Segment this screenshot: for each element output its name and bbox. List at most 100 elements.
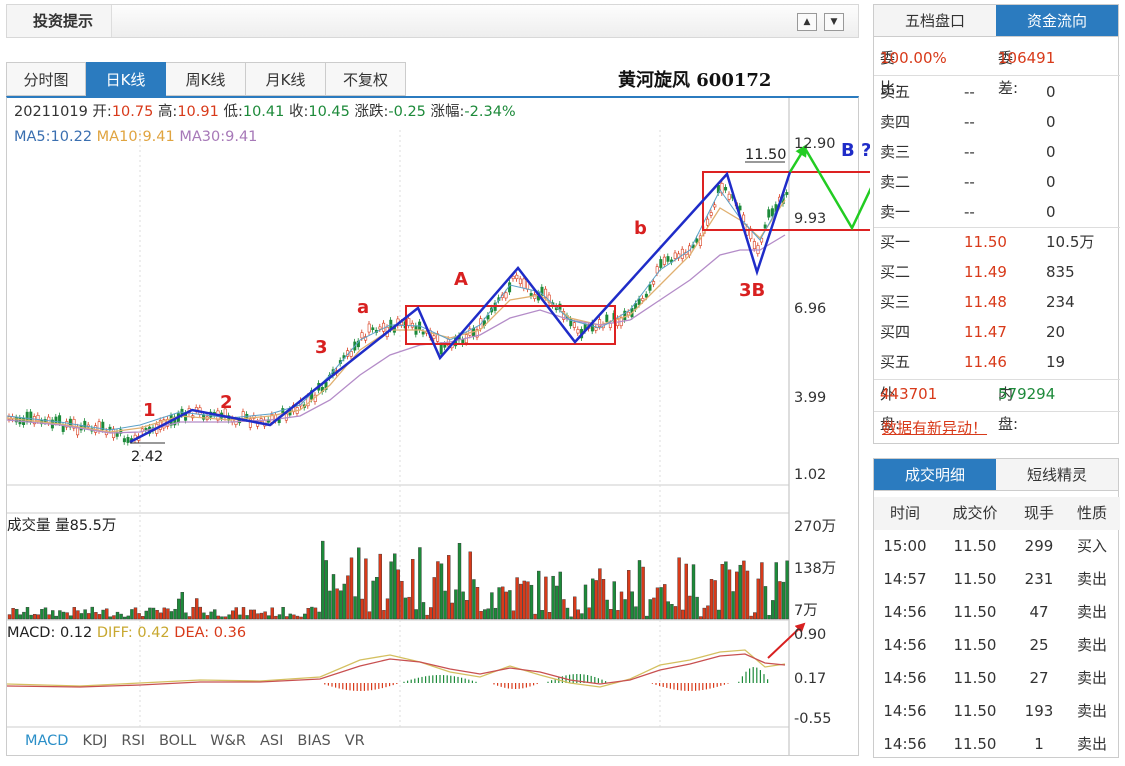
volume-bar bbox=[176, 598, 181, 620]
volume-bar bbox=[263, 611, 267, 620]
header-volume: 现手 bbox=[1023, 504, 1054, 522]
volume-bar bbox=[194, 598, 199, 620]
weibi-row: 委比: 100.00% 委差: 106491 bbox=[874, 43, 1120, 97]
volume-bar bbox=[429, 607, 433, 620]
candle-body bbox=[511, 275, 515, 280]
ind-tab-bias[interactable]: BIAS bbox=[297, 733, 331, 749]
alert-link[interactable]: 数据有新异动！ bbox=[882, 419, 988, 437]
tab-intraday[interactable]: 分时图 bbox=[6, 62, 86, 96]
volume-bar bbox=[248, 609, 253, 620]
order-book-panel: 五档盘口 资金流向 委比: 100.00% 委差: 106491 卖五 -- 0 卖四 --… bbox=[873, 4, 1120, 444]
volume-bar bbox=[612, 581, 616, 620]
tab-daily-k[interactable]: 日K线 bbox=[86, 62, 166, 96]
inner-label: 内盘: bbox=[998, 385, 1019, 433]
candle-body bbox=[378, 326, 382, 330]
tab-order-book[interactable]: 五档盘口 bbox=[874, 5, 996, 37]
stock-code: 600172 bbox=[696, 70, 772, 91]
volume-bar bbox=[112, 615, 116, 620]
volume-bar bbox=[702, 607, 706, 620]
kline-chart[interactable]: 1 2 3 a A b 3B B ? c ? 11.50 2.42 12.90 … bbox=[0, 0, 870, 766]
price-tick-4: 3.99 bbox=[794, 390, 826, 406]
tab-no-adjust[interactable]: 不复权 bbox=[326, 62, 406, 96]
ind-tab-kdj[interactable]: KDJ bbox=[82, 733, 108, 749]
volume-bar bbox=[609, 609, 613, 620]
tab-weekly-k[interactable]: 周K线 bbox=[166, 62, 246, 96]
volume-bar bbox=[22, 611, 26, 620]
trade-time: 15:00 bbox=[883, 537, 927, 555]
buy-volume: 234 bbox=[1046, 293, 1075, 311]
volume-bar bbox=[439, 563, 444, 620]
ind-tab-wr[interactable]: W&R bbox=[210, 733, 246, 749]
candle-body bbox=[652, 281, 656, 285]
ind-tab-macd[interactable]: MACD bbox=[25, 733, 69, 749]
ind-tab-asi[interactable]: ASI bbox=[259, 733, 284, 749]
volume-bar bbox=[637, 560, 642, 620]
candle-body bbox=[572, 322, 576, 328]
volume-bar bbox=[436, 561, 440, 620]
volume-bar bbox=[86, 613, 91, 620]
volume-bar bbox=[720, 564, 724, 620]
buy-price: 11.49 bbox=[964, 263, 1007, 281]
weibi-label: 委比: bbox=[880, 49, 901, 97]
volume-bar bbox=[130, 609, 134, 620]
stock-title: 黄河旋风 600172 bbox=[618, 66, 771, 92]
candle-body bbox=[241, 411, 245, 419]
volume-bar bbox=[645, 615, 649, 620]
info-pct: -2.34% bbox=[464, 104, 516, 120]
volume-bar bbox=[407, 596, 411, 620]
tab-trade-detail[interactable]: 成交明细 bbox=[874, 459, 996, 491]
wave-label-1: 1 bbox=[143, 400, 156, 421]
candle-body bbox=[432, 335, 436, 339]
volume-bar bbox=[43, 607, 48, 620]
volume-bar bbox=[713, 580, 717, 620]
tab-short-signal[interactable]: 短线精灵 bbox=[996, 459, 1118, 491]
info-low-label: 低: bbox=[223, 104, 243, 120]
ind-tab-boll[interactable]: BOLL bbox=[158, 733, 197, 749]
top-bar: 投资提示 ▲ ▼ bbox=[6, 4, 859, 38]
volume-bar bbox=[324, 560, 328, 620]
volume-bar bbox=[378, 553, 382, 620]
volume-bar bbox=[277, 614, 282, 620]
volume-bar bbox=[321, 540, 325, 620]
volume-bar bbox=[432, 577, 436, 620]
expand-down-button[interactable]: ▼ bbox=[824, 13, 844, 31]
sell-row: 卖二 -- 0 bbox=[874, 167, 1120, 197]
volume-bar bbox=[695, 596, 699, 620]
volume-bar bbox=[274, 615, 278, 620]
volume-bar bbox=[335, 588, 339, 620]
volume-bar bbox=[79, 613, 84, 620]
price-tick-2: 9.93 bbox=[794, 211, 826, 227]
volume-bar bbox=[763, 586, 768, 620]
volume-bar bbox=[774, 562, 778, 620]
tab-monthly-k[interactable]: 月K线 bbox=[246, 62, 326, 96]
trade-price: 11.50 bbox=[953, 636, 997, 654]
volume-bar bbox=[155, 610, 159, 620]
inner-value: 579294 bbox=[998, 385, 1056, 403]
tab-fund-flow[interactable]: 资金流向 bbox=[996, 5, 1118, 37]
volume-bar bbox=[785, 560, 789, 620]
ind-tab-rsi[interactable]: RSI bbox=[121, 733, 145, 749]
trade-row: 14:57 11.50 231 卖出 bbox=[874, 563, 1120, 596]
info-open-label: 开: bbox=[92, 104, 112, 120]
collapse-up-button[interactable]: ▲ bbox=[797, 13, 817, 31]
volume-bar bbox=[108, 616, 113, 620]
low-price-label: 2.42 bbox=[131, 449, 163, 465]
sell-price: -- bbox=[964, 173, 975, 191]
candlesticks bbox=[7, 180, 789, 446]
volume-bar bbox=[403, 597, 408, 620]
volume-bar bbox=[501, 586, 505, 620]
volume-bar bbox=[339, 590, 343, 620]
sell-volume: 0 bbox=[1046, 203, 1056, 221]
candle-body bbox=[706, 218, 710, 226]
volume-bar bbox=[781, 581, 786, 620]
volume-bar bbox=[353, 596, 357, 620]
ind-tab-vr[interactable]: VR bbox=[344, 733, 365, 749]
trade-price: 11.50 bbox=[953, 570, 997, 588]
volume-bar bbox=[652, 597, 656, 620]
volume-bar bbox=[526, 581, 530, 620]
chart-tabs: 分时图 日K线 周K线 月K线 不复权 bbox=[6, 62, 406, 96]
volume-tick-3: 7万 bbox=[794, 603, 818, 619]
volume-bar bbox=[450, 602, 454, 620]
candle-body bbox=[709, 212, 713, 216]
trade-row: 14:56 11.50 193 卖出 bbox=[874, 695, 1120, 728]
